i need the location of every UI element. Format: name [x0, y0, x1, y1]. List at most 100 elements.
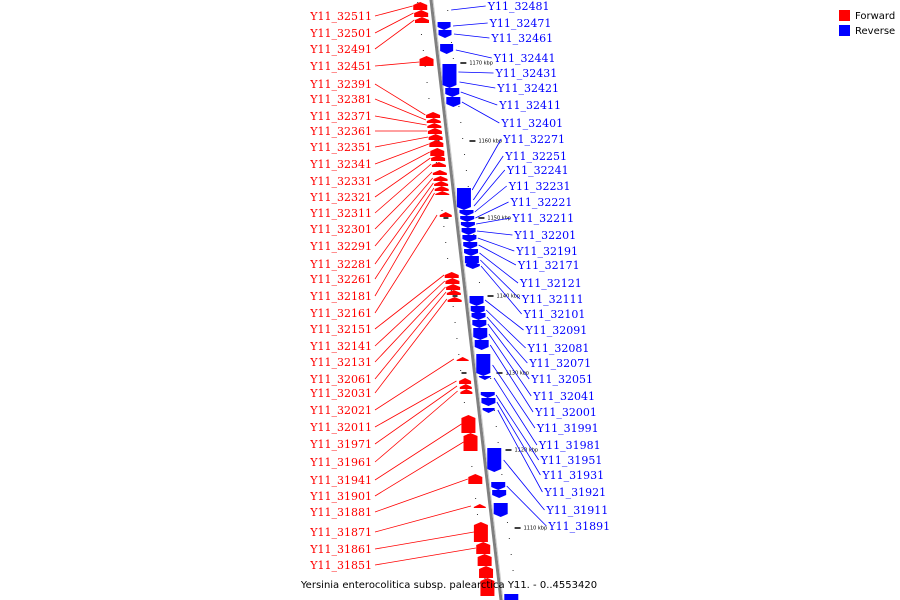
minor-tick-left — [443, 226, 445, 227]
forward-gene-arrow — [413, 2, 428, 10]
forward-gene-arrow — [434, 181, 449, 186]
reverse-label-connector — [476, 230, 513, 236]
forward-label-connector — [374, 280, 446, 347]
minor-tick-right — [497, 442, 499, 443]
minor-tick-right — [478, 282, 480, 283]
minor-tick-right — [510, 554, 512, 555]
minor-tick-left — [445, 242, 447, 243]
reverse-gene-arrow — [491, 482, 506, 490]
minor-tick-left — [447, 258, 449, 259]
reverse-gene-label: Y11_32271 — [502, 133, 565, 146]
reverse-gene-arrow — [478, 376, 491, 380]
scale-tick-label: 1170 kbp — [469, 61, 493, 67]
minor-tick-left — [460, 370, 462, 371]
forward-label-connector — [374, 151, 430, 182]
forward-label-connector — [374, 274, 445, 330]
scale-tick-label: 1150 kbp — [487, 216, 511, 222]
reverse-gene-label: Y11_31891 — [547, 520, 610, 533]
reverse-gene-arrow — [487, 448, 502, 472]
forward-label-connector — [374, 298, 448, 394]
forward-gene-arrow — [456, 357, 469, 361]
forward-label-connector — [374, 115, 427, 126]
reverse-label-connector — [471, 138, 502, 191]
forward-gene-arrow — [446, 284, 461, 290]
gene-labels: Y11_32511 Y11_32501 Y11_32491 Y11_32451 Y11_… — [309, 0, 610, 572]
reverse-gene-label: Y11_32121 — [519, 277, 582, 290]
label-connector-lines — [374, 5, 547, 566]
reverse-gene-arrow — [442, 64, 457, 88]
forward-gene-arrow — [426, 112, 441, 118]
forward-gene-arrow — [447, 297, 462, 302]
forward-label-connector — [374, 423, 462, 481]
forward-gene-label: Y11_32391 — [309, 78, 372, 91]
forward-gene-arrow — [480, 578, 495, 596]
reverse-gene-label: Y11_32101 — [523, 308, 586, 321]
forward-label-connector — [374, 286, 446, 363]
minor-tick-right — [452, 58, 454, 59]
forward-gene-label: Y11_32491 — [309, 43, 372, 56]
forward-gene-arrow — [414, 10, 429, 17]
minor-tick-right — [467, 186, 469, 187]
reverse-label-connector — [497, 409, 543, 493]
forward-gene-label: Y11_31871 — [309, 526, 372, 539]
reverse-gene-arrow — [462, 235, 477, 242]
forward-gene-arrow — [445, 278, 460, 284]
reverse-gene-label: Y11_32441 — [493, 52, 556, 65]
reverse-label-connector — [484, 299, 524, 331]
reverse-gene-label: Y11_32041 — [532, 390, 595, 403]
minor-tick-right — [447, 10, 449, 11]
minor-tick-left — [420, 34, 422, 35]
forward-gene-label: Y11_32281 — [309, 258, 372, 271]
reverse-gene-label: Y11_32401 — [500, 117, 563, 130]
forward-label-connector — [374, 385, 458, 445]
forward-gene-label: Y11_32381 — [309, 93, 372, 106]
reverse-gene-label: Y11_31911 — [546, 504, 609, 517]
legend-forward-swatch — [839, 10, 850, 21]
forward-gene-label: Y11_32161 — [309, 307, 372, 320]
forward-gene-arrow — [463, 433, 478, 451]
forward-gene-label: Y11_32031 — [309, 387, 372, 400]
reverse-gene-arrow — [469, 296, 484, 306]
forward-gene-arrow — [426, 118, 441, 123]
reverse-gene-arrow — [446, 97, 461, 107]
reverse-gene-label: Y11_32211 — [511, 212, 574, 225]
reverse-gene-arrow — [476, 354, 491, 376]
minor-tick-left — [484, 578, 486, 579]
reverse-label-connector — [506, 485, 547, 527]
forward-gene-arrow — [431, 155, 446, 161]
reverse-gene-label: Y11_32411 — [498, 99, 561, 112]
reverse-gene-label: Y11_32471 — [489, 17, 552, 30]
reverse-gene-label: Y11_32461 — [490, 32, 553, 45]
forward-gene-label: Y11_32321 — [309, 191, 372, 204]
forward-gene-arrow — [473, 504, 486, 508]
reverse-label-connector — [473, 155, 504, 201]
forward-gene-arrow — [432, 170, 447, 175]
minor-tick-right — [501, 474, 503, 475]
minor-tick-left — [441, 210, 443, 211]
minor-tick-left — [475, 498, 477, 499]
reverse-gene-arrow — [460, 222, 475, 228]
forward-label-connector — [374, 157, 431, 198]
forward-gene-label: Y11_32131 — [309, 356, 372, 369]
forward-gene-label: Y11_32291 — [309, 240, 372, 253]
reverse-gene-label: Y11_32111 — [521, 293, 584, 306]
minor-tick-left — [428, 98, 430, 99]
reverse-gene-arrow — [465, 264, 480, 269]
forward-gene-arrow — [427, 128, 442, 134]
scale-ticks: 1170 kbp 1160 kbp 1150 kbp 1140 kbp 1130 kbp… — [425, 61, 547, 532]
forward-gene-arrow — [444, 272, 459, 278]
reverse-label-connector — [480, 259, 521, 300]
reverse-gene-label: Y11_32201 — [513, 229, 576, 242]
minor-tick-right — [460, 122, 462, 123]
minor-tick-left — [424, 66, 426, 67]
reverse-label-connector — [461, 101, 500, 124]
forward-label-connector — [374, 380, 457, 428]
reverse-gene-label: Y11_31921 — [543, 486, 606, 499]
reverse-gene-label: Y11_32421 — [496, 82, 559, 95]
reverse-label-connector — [503, 459, 545, 511]
forward-label-connector — [374, 177, 434, 247]
forward-gene-arrow — [476, 542, 491, 554]
reverse-gene-arrow — [481, 398, 496, 406]
reverse-label-connector — [459, 81, 496, 89]
